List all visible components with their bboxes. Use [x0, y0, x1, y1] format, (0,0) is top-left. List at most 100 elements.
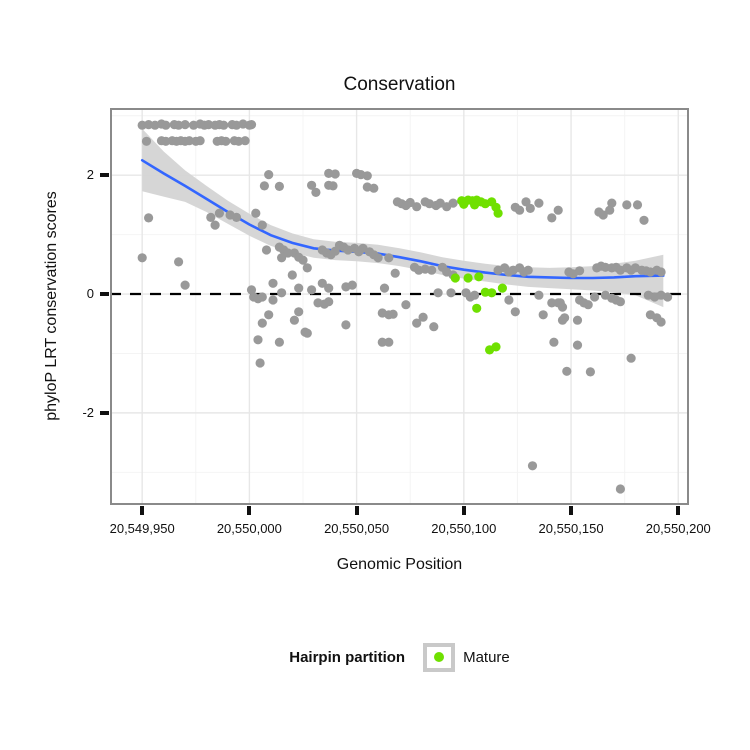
data-point-other [534, 290, 544, 300]
data-point-mature [474, 272, 484, 282]
data-point-mature [493, 208, 503, 218]
plot-title: Conservation [343, 74, 456, 95]
data-point-other [214, 208, 224, 218]
data-point-other [534, 198, 544, 208]
data-point-other [253, 335, 263, 345]
data-point-other [174, 257, 184, 267]
data-point-other [412, 202, 422, 212]
plot-panel [110, 108, 689, 505]
data-point-other [557, 302, 568, 312]
data-point-other [590, 292, 600, 302]
x-axis-tick [247, 506, 252, 515]
data-point-other [560, 313, 570, 323]
data-point-other [615, 484, 625, 494]
y-axis-tick [100, 410, 109, 415]
data-point-other [210, 220, 220, 230]
data-point-other [379, 283, 390, 293]
data-point-other [523, 265, 533, 275]
data-point-other [257, 292, 267, 302]
legend-item-label: Mature [463, 648, 510, 666]
y-tick-label: 0 [86, 286, 94, 302]
data-point-other [547, 298, 557, 308]
data-point-other [277, 253, 287, 263]
data-point-other [294, 307, 304, 317]
data-point-other [521, 197, 531, 207]
data-point-mature [491, 342, 501, 352]
data-point-other [264, 170, 274, 180]
data-point-other [572, 315, 583, 325]
data-point-other [307, 180, 317, 190]
data-point-other [538, 310, 548, 320]
data-point-other [274, 337, 284, 347]
data-point-other [180, 280, 190, 290]
data-point-other [246, 120, 257, 130]
x-axis-tick [354, 506, 359, 515]
data-point-other [219, 120, 229, 130]
data-point-other [302, 263, 312, 273]
x-axis-tick [676, 506, 681, 515]
data-point-other [240, 136, 250, 146]
data-point-other [562, 366, 572, 376]
data-point-other [259, 181, 269, 191]
data-point-other [427, 265, 437, 275]
x-axis-tick [140, 506, 145, 515]
plot-area [110, 108, 689, 505]
data-point-other [264, 310, 274, 320]
data-point-mature [463, 273, 473, 283]
data-point-other [405, 197, 415, 208]
data-point-other [575, 266, 585, 276]
data-point-other [605, 205, 615, 215]
data-point-other [362, 171, 372, 181]
data-point-other [639, 215, 649, 225]
data-point-other [341, 320, 351, 330]
data-point-other [221, 136, 231, 146]
data-point-other [268, 278, 278, 288]
mature-point-icon [434, 652, 445, 662]
data-point-other [268, 295, 278, 305]
data-point-other [255, 358, 265, 368]
y-axis-tick [100, 292, 109, 297]
data-point-other [656, 267, 666, 277]
legend: Hairpin partition Mature [110, 632, 689, 682]
data-point-other [289, 315, 299, 325]
data-point-other [274, 181, 284, 191]
data-point-other [373, 253, 383, 263]
data-point-mature [487, 288, 497, 298]
x-tick-label: 20,550,050 [324, 521, 390, 536]
data-point-other [302, 328, 312, 338]
data-point-other [347, 280, 357, 290]
data-point-other [324, 283, 334, 293]
data-point-other [632, 200, 643, 210]
data-point-other [656, 317, 666, 327]
data-point-other [448, 198, 458, 208]
data-point-other [598, 210, 608, 220]
data-point-other [141, 136, 152, 146]
confidence-band [142, 128, 664, 308]
data-point-other [257, 220, 267, 230]
data-point-other [401, 300, 411, 310]
data-point-other [257, 318, 267, 328]
data-point-other [553, 205, 563, 215]
data-point-other [277, 288, 287, 298]
data-point-other [261, 245, 272, 255]
data-point-other [246, 285, 257, 295]
x-tick-label: 20,550,200 [645, 521, 711, 536]
data-point-other [583, 300, 593, 310]
x-axis-title: Genomic Position [336, 556, 463, 573]
data-point-other [180, 120, 190, 130]
y-tick-label: -2 [82, 404, 94, 420]
data-point-other [298, 255, 308, 265]
data-point-other [377, 337, 387, 347]
data-point-other [418, 312, 428, 322]
data-point-other [251, 208, 261, 218]
y-tick-label: 2 [86, 167, 94, 183]
data-point-other [369, 183, 379, 193]
data-point-other [446, 288, 456, 298]
data-point-other [429, 322, 439, 332]
data-point-other [384, 337, 394, 347]
data-point-other [433, 288, 443, 298]
x-tick-label: 20,550,000 [216, 521, 282, 536]
data-point-other [287, 270, 297, 280]
data-point-other [161, 120, 171, 130]
